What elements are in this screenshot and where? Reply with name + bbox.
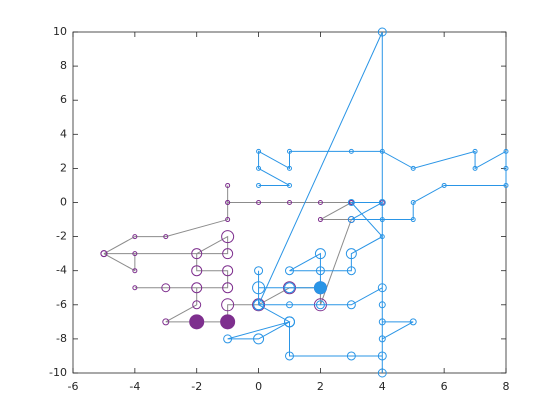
x-tick-label: 6 — [441, 380, 448, 393]
marker — [345, 248, 357, 260]
marker — [189, 314, 205, 330]
marker — [377, 351, 387, 361]
marker — [163, 234, 169, 240]
marker — [378, 199, 386, 206]
marker — [409, 318, 417, 326]
marker — [256, 148, 262, 154]
marker — [287, 200, 292, 205]
x-tick-label: 2 — [317, 380, 324, 393]
y-tick-label: 8 — [60, 59, 67, 72]
marker — [410, 200, 416, 205]
x-tick-label: 8 — [503, 380, 510, 393]
marker — [287, 148, 292, 154]
y-tick-label: 2 — [60, 161, 67, 174]
y-tick-label: -10 — [49, 366, 67, 379]
marker — [378, 301, 386, 309]
marker — [317, 200, 323, 205]
marker — [315, 300, 325, 310]
marker — [256, 165, 262, 171]
x-tick-label: -4 — [129, 380, 140, 393]
marker — [286, 301, 293, 309]
marker — [347, 216, 355, 224]
marker — [221, 298, 235, 312]
marker — [285, 266, 294, 276]
marker — [132, 251, 138, 257]
marker — [472, 148, 478, 154]
marker — [253, 333, 265, 345]
marker — [222, 265, 234, 277]
marker — [162, 318, 170, 326]
marker — [191, 265, 203, 277]
marker — [285, 351, 294, 361]
y-tick-label: -2 — [56, 230, 67, 243]
marker — [346, 266, 356, 276]
marker — [253, 299, 265, 311]
marker — [225, 182, 231, 188]
marker — [132, 268, 138, 274]
marker — [472, 165, 478, 171]
marker — [225, 217, 231, 223]
x-tick-label: -2 — [191, 380, 202, 393]
marker — [223, 334, 233, 344]
marker — [191, 248, 203, 260]
marker — [503, 165, 509, 171]
marker — [503, 148, 509, 154]
marker — [377, 368, 387, 378]
marker — [100, 250, 108, 258]
marker — [284, 282, 295, 294]
marker — [225, 200, 231, 205]
marker — [220, 314, 236, 330]
marker — [377, 27, 387, 37]
marker — [287, 165, 292, 171]
marker — [347, 199, 355, 206]
marker — [132, 234, 138, 240]
marker — [314, 248, 326, 260]
series-line — [227, 31, 507, 373]
marker — [287, 182, 292, 188]
marker — [254, 266, 264, 276]
marker — [379, 217, 385, 223]
y-tick-label: -4 — [56, 264, 67, 277]
y-tick-label: 10 — [53, 25, 67, 38]
marker — [441, 182, 447, 188]
marker — [346, 351, 356, 361]
marker — [410, 217, 416, 223]
y-tick-label: -6 — [56, 298, 67, 311]
marker — [256, 200, 262, 205]
marker — [284, 316, 295, 328]
marker — [161, 283, 171, 293]
marker — [379, 148, 385, 154]
x-tick-label: -6 — [68, 380, 79, 393]
marker — [313, 281, 327, 295]
marker — [503, 182, 509, 188]
marker — [221, 230, 235, 244]
marker — [256, 182, 262, 188]
marker — [377, 283, 387, 293]
marker — [379, 234, 385, 240]
marker — [192, 300, 202, 310]
marker — [346, 300, 356, 310]
marker — [252, 281, 266, 295]
marker — [378, 335, 386, 343]
y-tick-label: 6 — [60, 93, 67, 106]
y-tick-label: -8 — [56, 332, 67, 345]
marker — [410, 165, 416, 171]
marker — [378, 318, 386, 326]
marker — [132, 285, 138, 291]
marker — [222, 282, 234, 294]
marker — [315, 266, 325, 276]
y-tick-label: 4 — [60, 127, 67, 140]
x-tick-label: 4 — [379, 380, 386, 393]
x-tick-label: 0 — [255, 380, 262, 393]
y-tick-label: 0 — [60, 196, 67, 209]
marker — [317, 217, 323, 223]
marker — [222, 248, 234, 260]
marker — [191, 282, 203, 294]
marker — [348, 148, 354, 154]
